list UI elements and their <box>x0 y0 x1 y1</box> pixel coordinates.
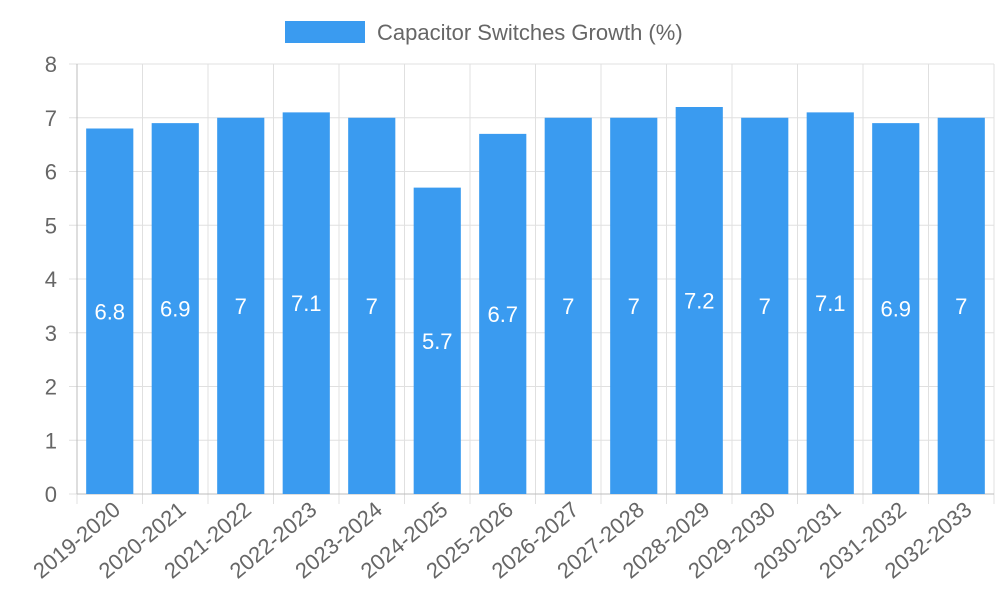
y-tick-label: 8 <box>45 52 57 77</box>
y-tick-label: 3 <box>45 321 57 346</box>
bar-value-label: 7 <box>562 294 574 319</box>
bar[interactable] <box>741 117 789 494</box>
bar[interactable] <box>348 117 396 494</box>
bar-value-label: 7.2 <box>684 289 715 314</box>
legend[interactable]: Capacitor Switches Growth (%) <box>285 20 683 45</box>
bar-value-label: 7.1 <box>815 291 846 316</box>
y-tick-label: 6 <box>45 160 57 185</box>
y-tick-label: 4 <box>45 267 57 292</box>
bar[interactable] <box>151 123 199 494</box>
bar[interactable] <box>413 187 461 494</box>
bar[interactable] <box>872 123 920 494</box>
bar[interactable] <box>544 117 592 494</box>
bar[interactable] <box>217 117 265 494</box>
bar[interactable] <box>479 133 527 494</box>
y-tick-label: 5 <box>45 213 57 238</box>
bar-value-label: 7 <box>366 294 378 319</box>
bar-value-label: 7 <box>955 294 967 319</box>
y-tick-label: 0 <box>45 482 57 507</box>
bars <box>86 107 985 494</box>
bar-value-label: 7.1 <box>291 291 322 316</box>
y-axis-ticks: 0 1 2 3 4 5 6 7 8 <box>45 52 57 507</box>
bar-value-label: 5.7 <box>422 329 453 354</box>
y-tick-label: 1 <box>45 428 57 453</box>
data-labels: 6.8 6.9 7 7.1 7 5.7 6.7 7 7 7.2 7 7.1 6.9 7 <box>94 289 967 354</box>
bar[interactable] <box>282 112 330 494</box>
bar[interactable] <box>610 117 658 494</box>
bar[interactable] <box>675 107 723 494</box>
bar-value-label: 7 <box>759 294 771 319</box>
grid <box>69 63 995 504</box>
bar-value-label: 7 <box>628 294 640 319</box>
legend-label[interactable]: Capacitor Switches Growth (%) <box>377 20 683 45</box>
bar-value-label: 6.9 <box>880 297 911 322</box>
legend-swatch[interactable] <box>285 21 365 43</box>
bar-value-label: 6.7 <box>487 302 518 327</box>
x-axis-ticks: 2019-20202020-20212021-20222022-20232023… <box>28 497 976 584</box>
bar[interactable] <box>806 112 854 494</box>
bar[interactable] <box>937 117 985 494</box>
y-tick-label: 2 <box>45 375 57 400</box>
bar[interactable] <box>86 128 134 495</box>
y-tick-label: 7 <box>45 106 57 131</box>
bar-value-label: 6.8 <box>94 299 125 324</box>
bar-value-label: 6.9 <box>160 297 191 322</box>
bar-value-label: 7 <box>235 294 247 319</box>
